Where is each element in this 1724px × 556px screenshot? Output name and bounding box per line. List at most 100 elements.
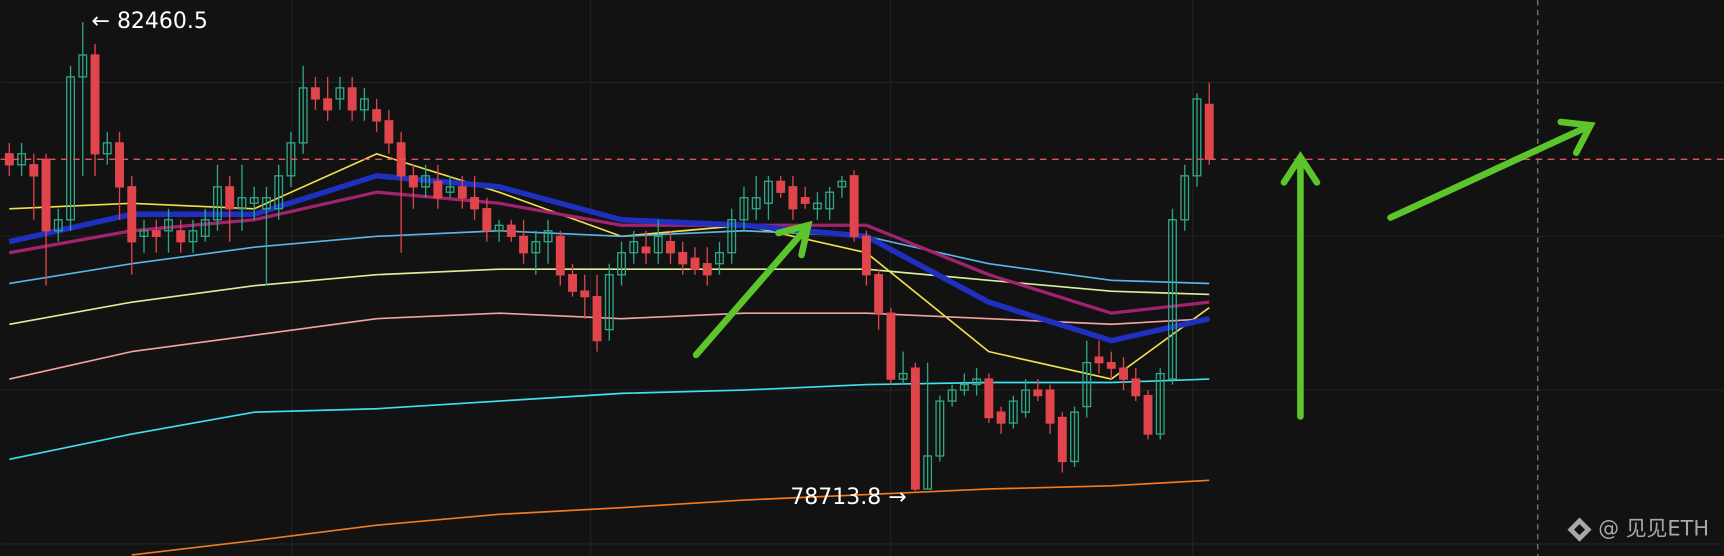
candle-body xyxy=(1057,416,1067,463)
candle-body xyxy=(335,87,345,100)
candle-body xyxy=(213,186,222,221)
candle-body xyxy=(555,235,565,276)
candle-body xyxy=(433,180,443,199)
candle-body xyxy=(898,372,908,380)
moving-average xyxy=(131,479,1210,556)
candle-body xyxy=(1021,389,1031,413)
candle-body xyxy=(629,241,639,254)
candle-body xyxy=(66,76,75,221)
candle-body xyxy=(666,241,675,254)
candle-body xyxy=(702,263,712,276)
candle-body xyxy=(1168,219,1177,380)
candle-body xyxy=(200,219,210,237)
candle-body xyxy=(543,230,553,243)
candle-body xyxy=(776,180,786,193)
candle-body xyxy=(984,378,994,419)
candle-body xyxy=(751,197,761,210)
candle-body xyxy=(53,219,63,232)
candle-body xyxy=(653,235,663,254)
candle-body xyxy=(1106,362,1116,369)
candle-body xyxy=(506,224,516,237)
candle-body xyxy=(261,197,271,210)
low-label: 78713.8 → xyxy=(790,485,906,510)
moving-average xyxy=(9,229,1210,285)
candle-body xyxy=(678,252,688,265)
plot: ← 82460.5 78713.8 → xyxy=(0,9,1724,556)
candle-body xyxy=(531,241,541,254)
candle-body xyxy=(127,186,137,243)
candle-body xyxy=(580,290,590,298)
candle-body xyxy=(1204,103,1214,160)
candle-body xyxy=(90,54,100,155)
candle-body xyxy=(102,142,112,155)
candle-body xyxy=(408,175,418,188)
candle-body xyxy=(861,235,871,276)
candle-body xyxy=(274,175,284,210)
high-label: ← 82460.5 xyxy=(92,9,208,34)
candle-body xyxy=(298,87,308,144)
candle-body xyxy=(947,389,957,402)
candle-body xyxy=(959,383,969,391)
candle-body xyxy=(1192,98,1202,177)
annotation-arrows xyxy=(692,118,1596,420)
candle-body xyxy=(641,246,651,254)
candle-body xyxy=(910,367,920,490)
candle-body xyxy=(384,120,394,144)
arrow-head xyxy=(1557,118,1596,157)
candle-body xyxy=(151,230,161,237)
candle-body xyxy=(1033,389,1043,397)
candle-body xyxy=(617,252,626,276)
arrow-head xyxy=(775,220,813,259)
candle-body xyxy=(727,219,737,254)
arrow xyxy=(1387,123,1592,221)
candle-body xyxy=(347,87,357,111)
candle-body xyxy=(739,197,749,221)
candle-body xyxy=(1119,367,1128,380)
candle-body xyxy=(519,235,529,254)
candle-body xyxy=(310,87,320,100)
candle-body xyxy=(1143,394,1153,435)
candle-body xyxy=(237,197,247,210)
candle-body xyxy=(935,400,945,457)
candle-body xyxy=(849,175,859,237)
candle-body xyxy=(482,208,492,232)
candle-body xyxy=(372,109,382,122)
candle-body xyxy=(763,180,773,204)
candle-body xyxy=(78,54,88,78)
moving-average xyxy=(9,190,1210,315)
candle-body xyxy=(1180,175,1190,221)
candle-body xyxy=(1008,400,1018,424)
candle-body xyxy=(29,164,39,177)
candle-body xyxy=(41,158,51,232)
moving-average xyxy=(9,378,1210,461)
candle-body xyxy=(788,186,798,210)
arrow-head xyxy=(1280,151,1321,186)
candle-body xyxy=(1070,411,1079,463)
candle-body xyxy=(1045,389,1055,424)
candle-body xyxy=(800,197,810,204)
candle-body xyxy=(1082,362,1092,408)
candle-body xyxy=(690,257,700,270)
candle-body xyxy=(249,197,259,204)
candle-body xyxy=(812,202,822,210)
candle-body xyxy=(494,224,504,232)
candle-body xyxy=(568,274,577,292)
candle-body xyxy=(164,219,173,232)
candle-body xyxy=(996,411,1006,424)
candle-body xyxy=(115,142,124,188)
candle-body xyxy=(457,186,467,199)
candle-body xyxy=(421,175,431,188)
candle-body xyxy=(592,296,602,342)
candle-body xyxy=(1155,372,1165,435)
candle-body xyxy=(225,186,235,210)
candle-body xyxy=(445,186,455,193)
candle-body xyxy=(470,197,480,210)
candle-body xyxy=(825,191,835,210)
candle-body xyxy=(972,378,982,386)
candle-body xyxy=(359,98,369,111)
candle-body xyxy=(1094,356,1104,364)
candle-body xyxy=(188,230,198,243)
